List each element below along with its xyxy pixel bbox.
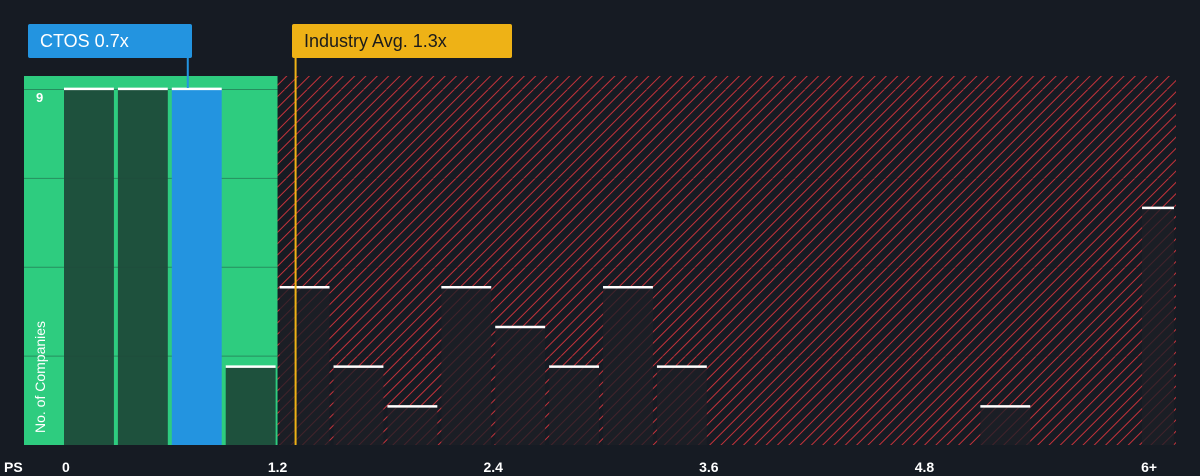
histogram-bar <box>64 87 114 445</box>
x-tick-label: 6+ <box>1141 459 1157 475</box>
x-axis-label: PS <box>4 459 23 475</box>
histogram-bar <box>333 365 384 445</box>
industry-average-callout: Industry Avg. 1.3x <box>292 24 512 58</box>
x-tick-label: 0 <box>62 459 70 475</box>
histogram-bar <box>441 286 492 445</box>
x-tick-label: 3.6 <box>699 459 719 475</box>
histogram-bar <box>225 365 276 445</box>
x-tick-label: 4.8 <box>915 459 935 475</box>
histogram-bar <box>1142 206 1174 445</box>
histogram-bar <box>549 365 600 445</box>
overvalued-zone <box>277 76 1176 445</box>
y-tick-label: 9 <box>36 90 43 105</box>
histogram-bar <box>171 87 222 445</box>
histogram-bar <box>656 365 707 445</box>
y-axis-label: No. of Companies <box>32 321 48 433</box>
x-tick-label: 2.4 <box>483 459 503 475</box>
histogram-bar <box>495 325 546 445</box>
histogram-bar <box>117 87 168 445</box>
histogram-bar <box>603 286 653 445</box>
x-tick-label: 1.2 <box>268 459 288 475</box>
company-ps-callout: CTOS 0.7x <box>28 24 192 58</box>
histogram-bar <box>279 286 330 445</box>
histogram-bar <box>387 405 438 445</box>
histogram-bar <box>980 405 1031 445</box>
